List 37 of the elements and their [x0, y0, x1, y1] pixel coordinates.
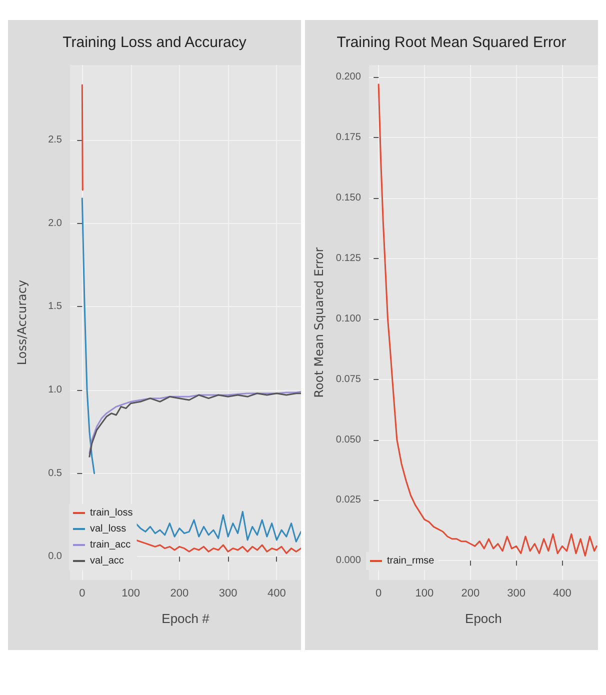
x-axis-title: Epoch: [465, 611, 502, 626]
y-axis-title: Root Mean Squared Error: [312, 247, 326, 398]
y-tick-label: 0.050: [336, 434, 362, 446]
x-tick-label: 300: [218, 588, 238, 600]
chart-title: Training Loss and Accuracy: [62, 34, 247, 51]
y-tick-label: 0.075: [336, 374, 362, 385]
x-tick-label: 200: [461, 588, 480, 600]
y-tick-label: 0.000: [336, 555, 362, 566]
y-tick-label: 0.150: [336, 192, 362, 204]
y-tick-label: 2.5: [48, 134, 62, 146]
y-tick-label: 0.200: [336, 72, 362, 83]
y-tick-label: 2.0: [48, 218, 62, 229]
legend-label: train_loss: [90, 508, 133, 518]
legend-label: val_loss: [90, 524, 126, 534]
y-tick-label: 0.100: [336, 313, 362, 324]
x-tick-label: 200: [170, 588, 189, 600]
y-tick-label: 1.5: [48, 301, 62, 312]
legend-label: train_acc: [90, 540, 131, 550]
legend-label: val_acc: [90, 556, 124, 566]
x-tick-label: 0: [79, 588, 86, 600]
chart-title: Training Root Mean Squared Error: [336, 34, 566, 51]
x-tick-label: 300: [507, 588, 526, 600]
y-axis-title: Loss/Accuracy: [15, 280, 29, 366]
line-series: [378, 84, 598, 557]
y-tick-label: 0.175: [336, 132, 362, 144]
y-tick-label: 0.0: [48, 551, 62, 562]
x-tick-label: 0: [376, 588, 382, 600]
y-tick-label: 0.5: [48, 468, 62, 479]
y-tick-label: 0.025: [336, 494, 362, 506]
x-tick-label: 400: [268, 588, 286, 600]
x-axis-title: Epoch #: [162, 611, 210, 626]
x-tick-label: 400: [553, 588, 572, 600]
y-tick-label: 1.0: [48, 384, 62, 396]
x-tick-label: 100: [122, 588, 140, 600]
x-tick-label: 100: [415, 588, 434, 600]
y-tick-label: 0.125: [336, 252, 362, 264]
legend-label: train_rmse: [387, 556, 435, 566]
